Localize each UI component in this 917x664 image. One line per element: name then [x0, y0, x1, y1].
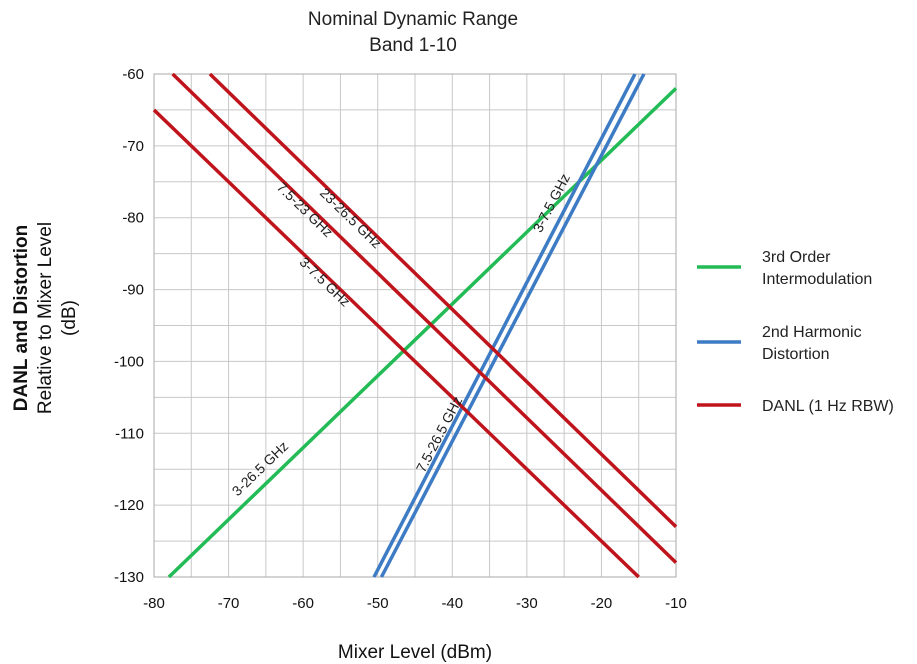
legend-label: DANL (1 Hz RBW) [762, 398, 894, 415]
series-lines [152, 72, 678, 579]
y-axis-label: DANL and Distortion Relative to Mixer Le… [11, 222, 80, 414]
plot-frame [153, 73, 677, 578]
x-tick-label: -20 [591, 595, 613, 612]
series-line [152, 108, 640, 579]
x-tick-label: -60 [292, 595, 314, 612]
y-axis-label-line-3: (dB) [59, 300, 80, 336]
series-line [171, 72, 678, 564]
chart-title-line-2: Band 1-10 [369, 35, 457, 56]
x-tick-label: -10 [665, 595, 687, 612]
legend-label: 3rd Order [762, 249, 831, 266]
x-tick-label: -70 [218, 595, 240, 612]
legend-label: Distortion [762, 346, 830, 363]
series-line [208, 72, 678, 528]
y-axis-label-line-2: Relative to Mixer Level [35, 222, 56, 414]
y-tick-label: -90 [122, 282, 144, 299]
series-line [379, 73, 646, 578]
y-axis-label-line-1: DANL and Distortion [11, 225, 32, 411]
x-tick-label: -30 [516, 595, 538, 612]
chart-title-line-1: Nominal Dynamic Range [308, 9, 518, 30]
series-line [167, 87, 678, 579]
y-tick-label: -70 [122, 138, 144, 155]
legend-label: Intermodulation [762, 271, 872, 288]
y-tick-label: -100 [114, 353, 144, 370]
grid-lines [153, 73, 677, 578]
y-tick-label: -60 [122, 66, 144, 83]
y-tick-label: -110 [115, 425, 144, 442]
y-tick-labels: -60 -70 -80 -90 -100 -110 -120 -130 [114, 66, 144, 586]
y-tick-label: -80 [122, 210, 144, 227]
legend-label: 2nd Harmonic [762, 324, 862, 341]
x-axis-label: Mixer Level (dBm) [338, 642, 492, 663]
series-label: 3-7.5 GHz [297, 254, 354, 310]
series-line [372, 73, 637, 578]
x-tick-label: -50 [367, 595, 389, 612]
x-tick-labels: -80 -70 -60 -50 -40 -30 -20 -10 [143, 595, 687, 612]
x-tick-label: -80 [143, 595, 165, 612]
legend: 3rd Order Intermodulation 2nd Harmonic Dist… [697, 249, 894, 415]
y-tick-label: -120 [114, 497, 144, 514]
y-tick-label: -130 [114, 569, 144, 586]
x-tick-label: -40 [441, 595, 463, 612]
